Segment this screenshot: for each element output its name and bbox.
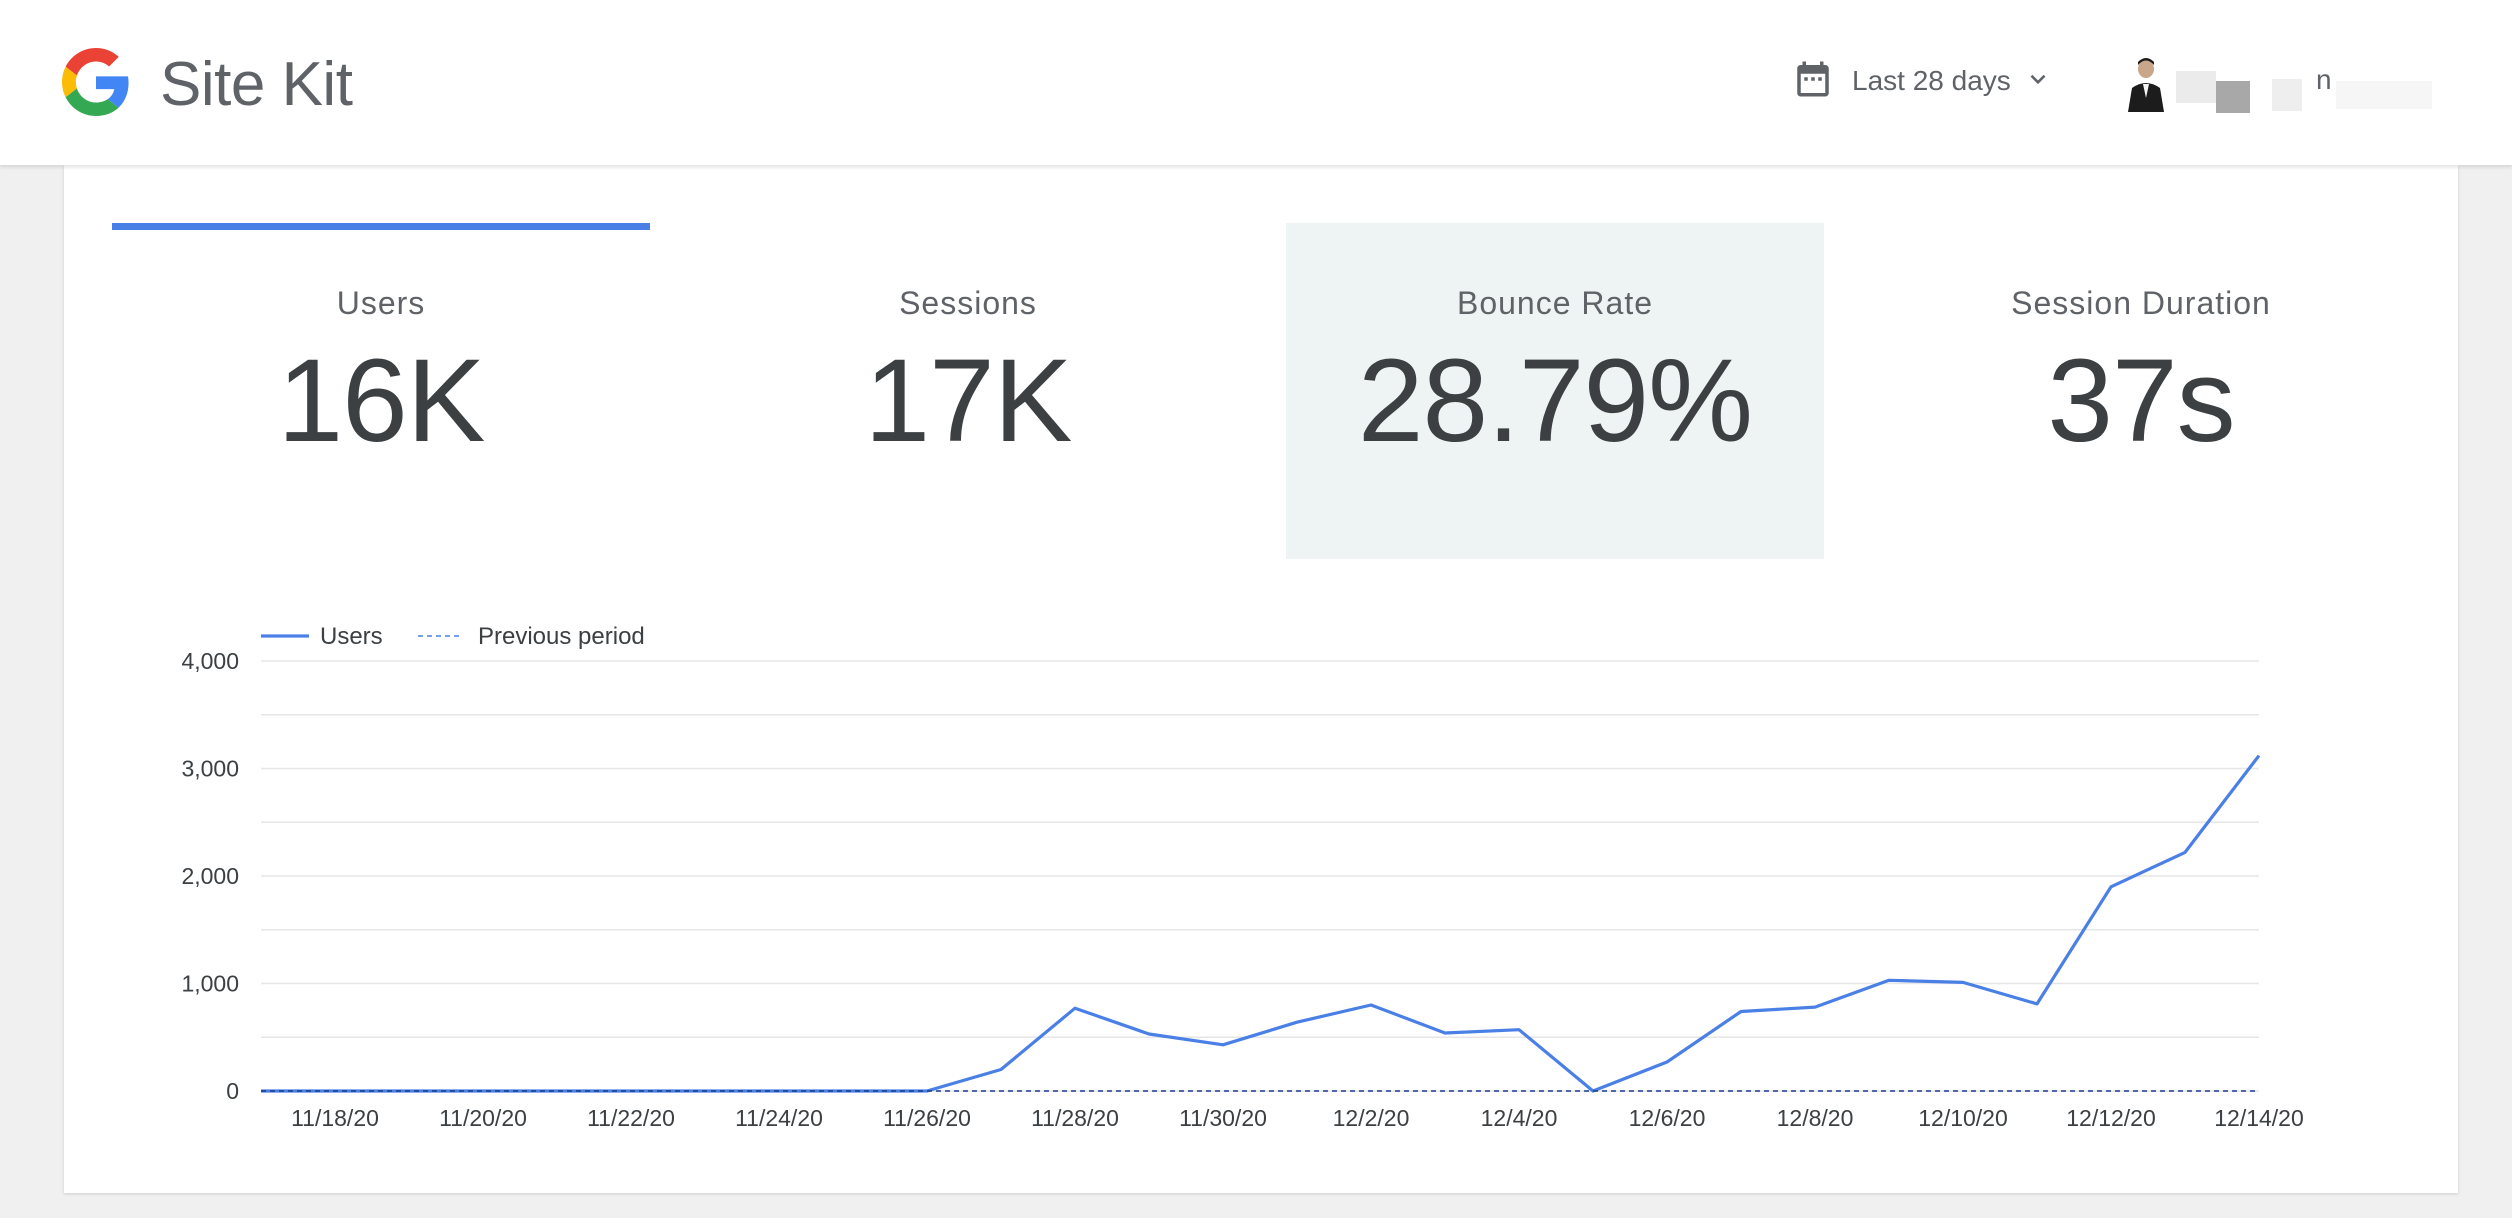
- y-tick-label: 4,000: [181, 648, 239, 674]
- x-tick-label: 12/6/20: [1629, 1105, 1706, 1131]
- x-tick-label: 12/12/20: [2066, 1105, 2156, 1131]
- x-tick-label: 11/26/20: [883, 1105, 971, 1131]
- brand-name: Site Kit: [160, 49, 353, 119]
- metric-tabs: Users 16K Sessions 17K Bounce Rate 28.79…: [112, 223, 2458, 559]
- x-tick-label: 12/8/20: [1777, 1105, 1854, 1131]
- calendar-icon: [1792, 58, 1834, 105]
- user-menu[interactable]: [2124, 50, 2452, 116]
- metric-value: 16K: [277, 335, 486, 467]
- avatar: [2124, 54, 2168, 112]
- users-line-chart: 0 1,000 2,000 3,000 4,000 11/18/20 11/20/20 11/…: [181, 623, 2304, 1131]
- x-tick-label: 11/20/20: [439, 1105, 527, 1131]
- metric-title: Session Duration: [2011, 285, 2271, 321]
- redacted-user-name: [2172, 53, 2452, 113]
- date-range-selector[interactable]: Last 28 days: [1792, 56, 2051, 106]
- series-line-users: [261, 754, 2261, 1093]
- all-traffic-card: Users 16K Sessions 17K Bounce Rate 28.79…: [64, 165, 2458, 1193]
- legend-label-users: Users: [320, 623, 383, 650]
- metric-title: Sessions: [899, 285, 1037, 321]
- x-tick-label: 11/28/20: [1031, 1105, 1119, 1131]
- y-tick-label: 3,000: [181, 756, 239, 782]
- tab-session-duration[interactable]: Session Duration 37s: [1872, 223, 2410, 559]
- site-kit-logo[interactable]: Site Kit: [62, 44, 353, 124]
- date-range-label: Last 28 days: [1852, 65, 2011, 96]
- x-tick-label: 12/2/20: [1333, 1105, 1410, 1131]
- metric-value: 17K: [864, 335, 1073, 467]
- google-g-icon: [62, 47, 130, 121]
- metric-title: Bounce Rate: [1456, 285, 1653, 321]
- y-tick-label: 1,000: [181, 971, 239, 997]
- metric-value: 37s: [2047, 335, 2235, 467]
- user-name-fragment: n: [2316, 64, 2332, 95]
- x-tick-label: 11/18/20: [291, 1105, 379, 1131]
- x-tick-label: 11/24/20: [735, 1105, 823, 1131]
- x-tick-label: 11/30/20: [1179, 1105, 1267, 1131]
- metric-value: 28.79%: [1357, 335, 1753, 467]
- tab-bounce-rate[interactable]: Bounce Rate 28.79%: [1286, 223, 1824, 559]
- y-tick-label: 0: [226, 1078, 239, 1104]
- app-header: Site Kit Last 28 days n: [0, 0, 2512, 165]
- y-tick-label: 2,000: [181, 863, 239, 889]
- x-tick-label: 12/4/20: [1481, 1105, 1558, 1131]
- metric-title: Users: [336, 285, 426, 321]
- chevron-down-icon: [2011, 66, 2051, 97]
- x-tick-label: 11/22/20: [587, 1105, 675, 1131]
- legend-label-previous-period: Previous period: [478, 623, 645, 650]
- tab-users[interactable]: Users 16K: [112, 223, 650, 559]
- x-tick-label: 12/14/20: [2214, 1105, 2304, 1131]
- tab-sessions[interactable]: Sessions 17K: [699, 223, 1237, 559]
- x-tick-label: 12/10/20: [1918, 1105, 2008, 1131]
